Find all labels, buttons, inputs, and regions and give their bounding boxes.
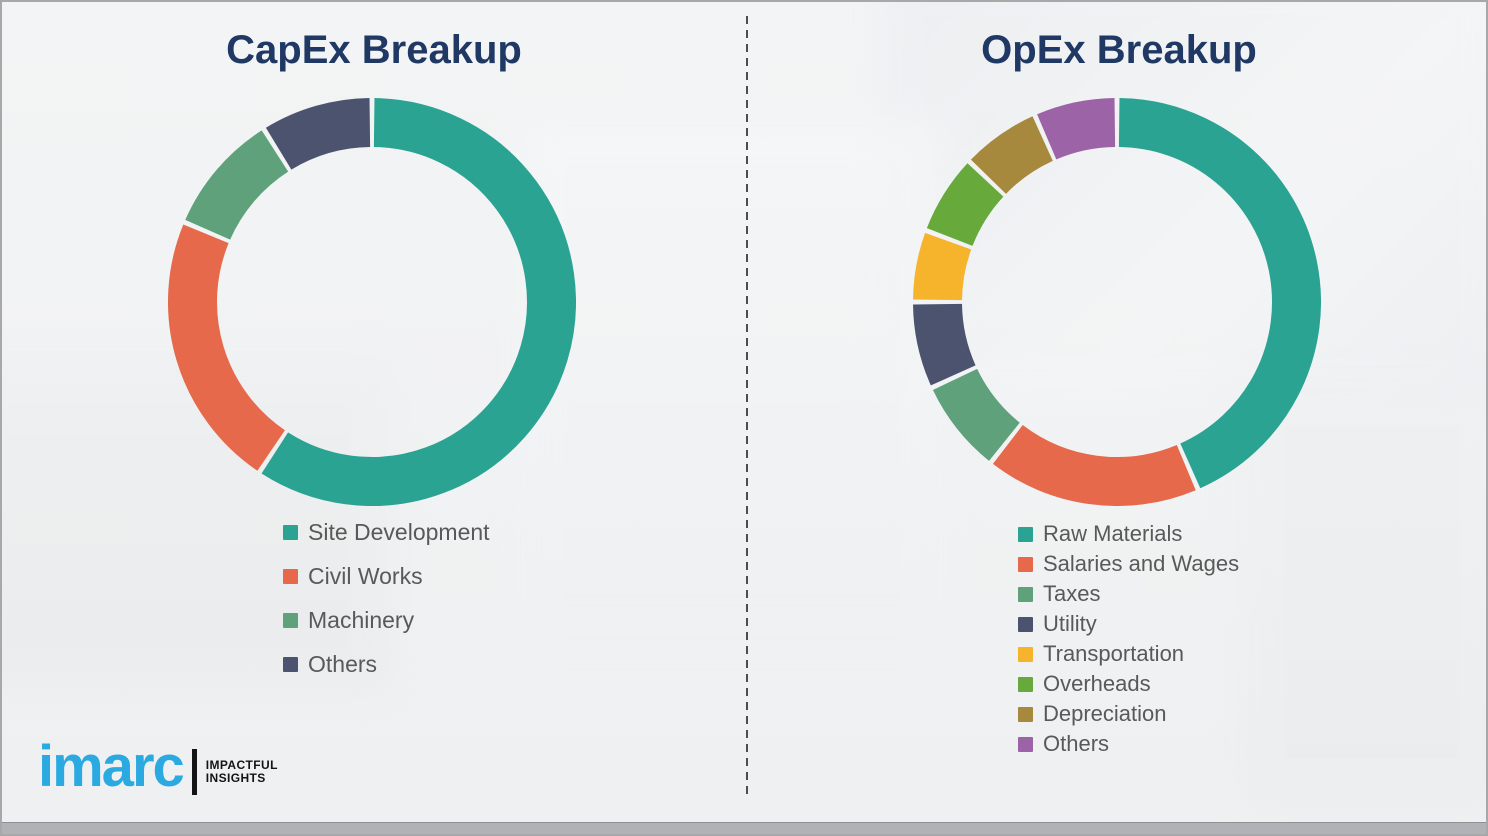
opex-chart-title: OpEx Breakup <box>981 28 1257 72</box>
opex-donut-chart <box>913 98 1321 506</box>
legend-label-others: Others <box>308 650 378 677</box>
imarc-logo: imarc IMPACTFUL INSIGHTS <box>38 738 278 796</box>
legend-item-civil-works: Civil Works <box>283 554 490 598</box>
legend-swatch-taxes <box>1018 586 1033 602</box>
legend-swatch-site-development <box>283 524 298 540</box>
legend-label-taxes: Taxes <box>1043 581 1101 606</box>
legend-item-machinery: Machinery <box>283 598 490 642</box>
donut-segment-others <box>265 98 371 170</box>
imarc-tagline-line1: IMPACTFUL <box>205 758 278 772</box>
imarc-tagline-line2: INSIGHTS <box>205 771 266 785</box>
donut-segment-civil-works <box>168 224 286 471</box>
legend-swatch-salaries-and-wages <box>1018 556 1033 572</box>
legend-swatch-raw-materials <box>1018 526 1033 542</box>
donut-segment-overheads <box>926 163 1004 247</box>
legend-swatch-depreciation <box>1018 706 1033 722</box>
legend-item-utility: Utility <box>1018 609 1239 639</box>
legend-label-overheads: Overheads <box>1043 671 1151 696</box>
capex-donut-chart <box>168 98 576 506</box>
donut-segment-depreciation <box>970 116 1054 195</box>
imarc-logo-separator <box>191 749 197 795</box>
legend-label-civil-works: Civil Works <box>308 562 423 589</box>
capex-chart-title: CapEx Breakup <box>226 28 522 72</box>
donut-segment-raw-materials <box>1118 98 1321 489</box>
legend-label-utility: Utility <box>1043 611 1097 636</box>
slide-bottom-edge <box>2 822 1486 834</box>
legend-item-others: Others <box>1018 729 1239 759</box>
legend-swatch-utility <box>1018 616 1033 632</box>
donut-segment-others <box>1037 98 1116 160</box>
legend-label-transportation: Transportation <box>1043 641 1185 666</box>
legend-label-salaries-and-wages: Salaries and Wages <box>1043 551 1240 576</box>
legend-item-raw-materials: Raw Materials <box>1018 519 1239 549</box>
legend-swatch-others <box>283 656 298 672</box>
donut-segment-taxes <box>932 368 1021 461</box>
legend-item-transportation: Transportation <box>1018 639 1239 669</box>
imarc-logo-tagline: IMPACTFUL INSIGHTS <box>206 759 278 785</box>
opex-legend: Raw Materials Salaries and Wages Taxes Util… <box>1018 519 1239 759</box>
imarc-logo-wordmark: imarc <box>38 734 185 799</box>
legend-label-others: Others <box>1043 731 1110 756</box>
legend-swatch-overheads <box>1018 676 1033 692</box>
legend-swatch-transportation <box>1018 646 1033 662</box>
legend-item-depreciation: Depreciation <box>1018 699 1239 729</box>
donut-segment-transportation <box>913 232 972 301</box>
legend-item-taxes: Taxes <box>1018 579 1239 609</box>
legend-swatch-machinery <box>283 612 298 628</box>
donut-segment-machinery <box>185 130 289 241</box>
donut-segment-site-development <box>261 98 576 506</box>
dashed-divider <box>746 16 748 794</box>
legend-swatch-others <box>1018 736 1033 752</box>
legend-swatch-civil-works <box>283 568 298 584</box>
donut-segment-salaries-and-wages <box>992 424 1196 506</box>
legend-label-depreciation: Depreciation <box>1043 701 1167 726</box>
donut-segment-utility <box>913 303 976 386</box>
capex-legend: Site Development Civil Works Machinery Othe… <box>283 510 490 686</box>
legend-label-site-development: Site Development <box>308 518 490 545</box>
legend-item-overheads: Overheads <box>1018 669 1239 699</box>
legend-item-others: Others <box>283 642 490 686</box>
legend-label-raw-materials: Raw Materials <box>1043 521 1183 546</box>
legend-label-machinery: Machinery <box>308 606 415 633</box>
background-texture <box>522 122 942 642</box>
legend-item-site-development: Site Development <box>283 510 490 554</box>
legend-item-salaries-and-wages: Salaries and Wages <box>1018 549 1239 579</box>
